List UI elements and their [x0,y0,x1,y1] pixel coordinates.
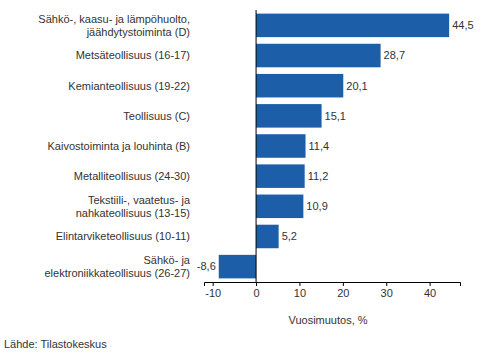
y-tick-label-line: Tekstiili-, vaatetus- ja [88,194,191,206]
y-tick: Metsäteollisuus (16-17) [76,49,204,61]
y-tick-label-line: Metalliteollisuus (24-30) [74,170,190,182]
x-tick: 0 [254,282,260,299]
y-tick: Sähkö-, kaasu- ja lämpöhuolto,jäähdytyst… [38,13,204,38]
bar [219,255,256,279]
x-axis: -10 0 10 20 30 40 [205,282,461,299]
x-tick: 20 [337,282,349,299]
y-tick-label: Metsäteollisuus (16-17) [76,49,190,61]
x-tick-label: 0 [254,287,260,299]
y-tick-label-line: Sähkö-, kaasu- ja lämpöhuolto, [38,13,190,25]
y-tick-label: Teollisuus (C) [123,110,190,122]
data-label: 11,4 [309,140,330,152]
data-label: 20,1 [346,80,367,92]
source: Lähde: Tilastokeskus [4,338,107,350]
x-tick-label: 40 [424,287,436,299]
y-tick-label-line: Metsäteollisuus (16-17) [76,49,190,61]
y-tick-label: Sähkö-, kaasu- ja lämpöhuolto,jäähdytyst… [38,13,190,38]
y-tick-label: Elintarviketeollisuus (10-11) [56,230,190,242]
y-tick-label: Tekstiili-, vaatetus- janahkateollisuus … [76,194,191,219]
y-tick: Kemianteollisuus (19-22) [68,80,204,92]
y-tick-label: Metalliteollisuus (24-30) [74,170,190,182]
x-tick-mark [430,282,431,286]
y-axis: Sähkö-, kaasu- ja lämpöhuolto,jäähdytyst… [38,13,204,279]
data-label: 11,2 [308,170,329,182]
x-axis-title: Vuosimuutos, % [288,314,367,326]
y-tick: Kaivostoiminta ja louhinta (B) [48,140,204,152]
bar [256,225,279,249]
y-tick-label: Sähkö- jaelektroniikkateollisuus (26-27) [44,254,190,279]
y-tick-label-line: Kaivostoiminta ja louhinta (B) [48,140,190,152]
y-tick-label-line: Kemianteollisuus (19-22) [68,80,190,92]
x-tick-label: 10 [294,287,306,299]
y-tick: Metalliteollisuus (24-30) [74,170,204,182]
x-tick: 10 [294,282,306,299]
y-tick-label: Kemianteollisuus (19-22) [68,80,190,92]
data-label: 28,7 [384,49,405,61]
bar [256,14,449,38]
y-tick: Teollisuus (C) [123,110,204,122]
bar [256,44,381,68]
x-tick-label: 20 [337,287,349,299]
y-tick-label-line: Elintarviketeollisuus (10-11) [56,230,190,242]
y-tick-label-line: jäähdytystoiminta (D) [86,26,190,38]
x-tick-mark [299,282,300,286]
y-tick-label-line: Teollisuus (C) [123,110,190,122]
data-labels: 44,5 28,7 20,1 15,1 11,4 11,2 10,9 5,2 -8,6 [197,19,474,272]
x-tick-mark [256,282,257,286]
bar [256,134,305,158]
data-label: -8,6 [197,260,216,272]
x-tick-mark [213,282,214,286]
y-tick: Sähkö- jaelektroniikkateollisuus (26-27) [44,254,204,279]
bars [219,14,449,279]
y-tick: Tekstiili-, vaatetus- janahkateollisuus … [76,194,204,219]
data-label: 44,5 [452,19,473,31]
y-tick: Elintarviketeollisuus (10-11) [56,230,204,242]
data-label: 10,9 [306,200,327,212]
bar [256,164,305,188]
x-tick: 30 [381,282,393,299]
x-tick: -10 [205,282,221,299]
y-tick-label-line: nahkateollisuus (13-15) [76,207,190,219]
x-tick-label: 30 [381,287,393,299]
plot: 44,5 28,7 20,1 15,1 11,4 11,2 10,9 5,2 -8,6 -10 0 1… [38,10,473,299]
zero-line [256,10,257,282]
x-axis-line [205,283,461,287]
data-label: 15,1 [325,110,346,122]
x-tick-label: -10 [205,287,221,299]
y-tick-label-line: elektroniikkateollisuus (26-27) [44,267,190,279]
bar [256,195,303,219]
bar [256,74,343,98]
y-tick-label: Kaivostoiminta ja louhinta (B) [48,140,190,152]
x-tick-mark [343,282,344,286]
x-tick-mark [386,282,387,286]
chart: 44,5 28,7 20,1 15,1 11,4 11,2 10,9 5,2 -8,6 -10 0 1… [0,0,493,360]
data-label: 5,2 [282,230,297,242]
x-tick: 40 [424,282,436,299]
bar [256,104,322,128]
y-tick-label-line: Sähkö- ja [144,254,191,266]
